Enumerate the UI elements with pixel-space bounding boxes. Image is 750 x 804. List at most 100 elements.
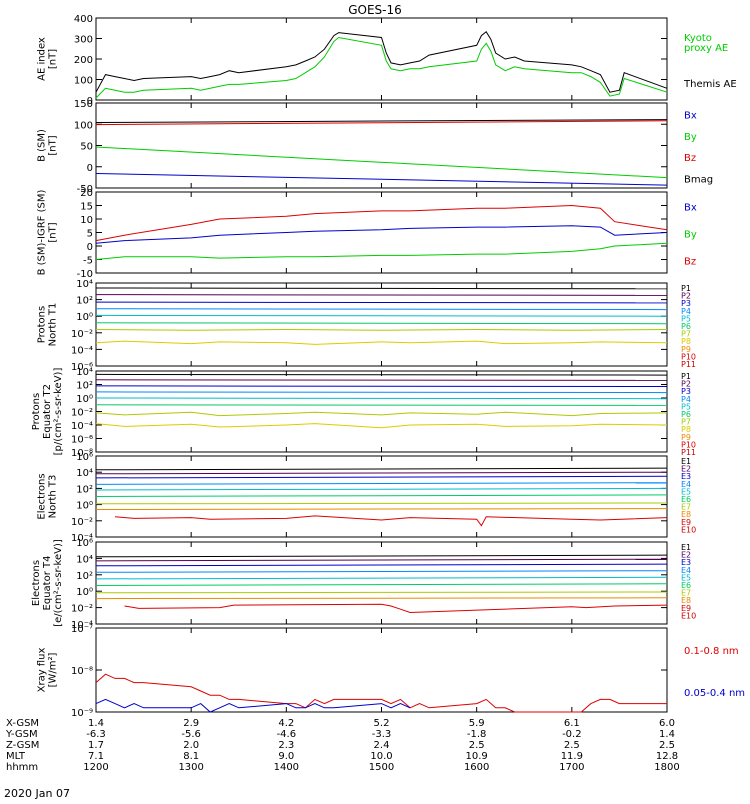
- y-tick-label-pn: 10⁻²: [71, 329, 93, 340]
- y-axis-label-bsm: B (SM): [37, 129, 48, 162]
- legend-entry-pe: P1: [681, 372, 691, 381]
- series-line-p1: [95, 287, 668, 290]
- series-line-p3: [95, 385, 668, 387]
- series-line-bz: [95, 204, 668, 242]
- ephemeris-value: -4.6: [277, 729, 297, 740]
- y-tick-label-xray: 10⁻⁷: [71, 624, 93, 635]
- y-tick-label-ae: 400: [74, 14, 93, 25]
- series-line-e4: [95, 482, 668, 485]
- ephemeris-value: 4.2: [278, 718, 294, 729]
- y-axis-label-bsm: [nT]: [48, 135, 59, 155]
- series-line-p8: [95, 423, 668, 429]
- panel-frame-bigrf: [95, 191, 668, 274]
- legend-entry-pn: P6: [681, 322, 691, 331]
- legend-entry-bigrf: Bz: [684, 257, 696, 268]
- ephemeris-row-label: Z-GSM: [6, 740, 39, 751]
- ephemeris-value: -3.3: [372, 729, 392, 740]
- ephemeris-value: 10.0: [370, 751, 392, 762]
- ephemeris-value: 5.2: [374, 718, 390, 729]
- y-tick-label-ae: 200: [74, 55, 93, 66]
- legend-entry-pn: P7: [681, 330, 691, 339]
- ephemeris-value: 2.5: [659, 740, 675, 751]
- date-label: 2020 Jan 07: [4, 787, 70, 800]
- series-line-e7: [95, 591, 668, 594]
- legend-entry-en: E3: [681, 472, 691, 481]
- y-tick-label-en: 10⁻²: [71, 517, 93, 528]
- ephemeris-row-label: X-GSM: [6, 718, 39, 729]
- legend-entry-pe: P11: [681, 448, 696, 457]
- series-line-p6: [95, 322, 668, 325]
- legend-entry-bsm: Bx: [684, 111, 697, 122]
- y-tick-label-ee: 10⁰: [76, 587, 93, 598]
- y-axis-label-xray: [W/m²]: [48, 652, 59, 687]
- ephemeris-value: 7.1: [88, 751, 104, 762]
- ephemeris-value: 1.4: [659, 729, 675, 740]
- ephemeris-value: 2.3: [278, 740, 294, 751]
- series-line-e2: [95, 558, 668, 562]
- y-axis-label-ae: [nT]: [48, 49, 59, 69]
- legend-entry-bsm: Bz: [684, 153, 696, 164]
- y-axis-label-pe: [p/(cm²-s-sr-keV)]: [53, 368, 64, 456]
- series-line-p2: [95, 294, 668, 296]
- legend-entry-pn: P3: [681, 299, 691, 308]
- series-line-e3: [95, 475, 668, 479]
- legend-entry-pe: P2: [681, 380, 691, 389]
- ephemeris-value: 1700: [559, 762, 584, 773]
- y-tick-label-en: 10⁶: [76, 452, 93, 463]
- legend-entry-ee: E2: [681, 551, 691, 560]
- y-tick-label-bsm: 100: [74, 120, 93, 131]
- y-tick-label-bigrf: 20: [80, 188, 93, 199]
- legend-entry-ae: Themis AE: [683, 79, 737, 90]
- legend-entry-bigrf: By: [684, 230, 697, 241]
- series-line-e7: [95, 502, 668, 505]
- chart-title: GOES-16: [348, 3, 402, 17]
- ephemeris-value: 10.9: [466, 751, 488, 762]
- y-tick-label-en: 10²: [76, 484, 93, 495]
- legend-entry-en: E5: [681, 487, 691, 496]
- series-line-0-05-0-4-nm: [95, 698, 411, 713]
- y-tick-label-en: 10⁻⁴: [71, 533, 93, 544]
- legend-entry-en: E6: [681, 495, 691, 504]
- ephemeris-value: 12.8: [656, 751, 678, 762]
- y-axis-label-en: Electrons: [37, 473, 48, 519]
- series-line-e2: [95, 471, 668, 475]
- legend-entry-xray: 0.05-0.4 nm: [684, 688, 745, 699]
- ephemeris-value: -1.8: [467, 729, 487, 740]
- series-line-p5: [95, 397, 668, 400]
- y-tick-label-pe: 10⁴: [76, 367, 93, 378]
- legend-entry-pe: P3: [681, 387, 691, 396]
- series-line-0-1-0-8-nm: [95, 673, 667, 713]
- series-line-e5: [95, 487, 668, 491]
- legend-entry-pn: P8: [681, 337, 691, 346]
- y-axis-label-pn: North T1: [48, 303, 59, 347]
- series-line-p3: [95, 301, 668, 304]
- y-tick-label-bsm: 150: [74, 99, 93, 110]
- y-tick-label-ae: 300: [74, 35, 93, 46]
- series-line-by: [95, 146, 668, 179]
- legend-entry-en: E7: [681, 503, 691, 512]
- ephemeris-value: 6.0: [659, 718, 675, 729]
- series-line-e1: [95, 467, 668, 471]
- series-line-e3: [95, 563, 668, 567]
- y-tick-label-bsm: 0: [87, 163, 93, 174]
- panel-frame-ee: [95, 541, 668, 625]
- series-line-p7: [95, 411, 668, 417]
- y-tick-label-en: 10⁴: [76, 468, 93, 479]
- legend-entry-ee: E10: [681, 611, 696, 620]
- ephemeris-value: 2.5: [564, 740, 580, 751]
- ephemeris-value: -6.3: [86, 729, 106, 740]
- legend-entry-bigrf: Bx: [684, 203, 697, 214]
- ephemeris-value: -5.6: [181, 729, 201, 740]
- series-line-p8: [95, 340, 668, 345]
- series-line-e9: [124, 603, 668, 614]
- y-axis-label-pe: Equator T2: [42, 384, 53, 439]
- ephemeris-row-label: hhmm: [6, 762, 38, 773]
- y-axis-label-en: North T3: [48, 475, 59, 519]
- series-line-p5: [95, 314, 668, 317]
- ephemeris-value: 11.9: [561, 751, 583, 762]
- y-tick-label-ee: 10⁶: [76, 538, 93, 549]
- y-tick-label-bigrf: -5: [83, 256, 93, 267]
- legend-entry-en: E4: [681, 480, 691, 489]
